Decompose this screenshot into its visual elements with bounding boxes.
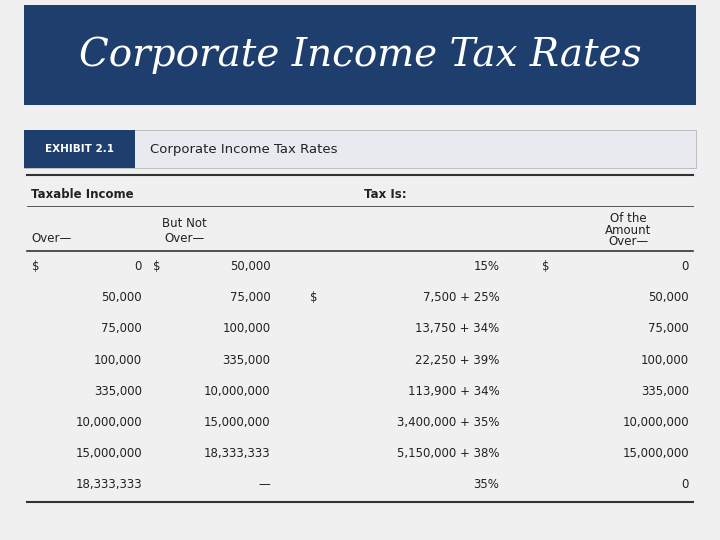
Text: 113,900 + 34%: 113,900 + 34% bbox=[408, 384, 500, 398]
Text: EXHIBIT 2.1: EXHIBIT 2.1 bbox=[45, 144, 114, 154]
Text: 75,000: 75,000 bbox=[648, 322, 689, 335]
Text: Over—: Over— bbox=[31, 232, 71, 245]
Text: 0: 0 bbox=[135, 260, 142, 273]
Text: 75,000: 75,000 bbox=[230, 292, 271, 305]
Text: 22,250 + 39%: 22,250 + 39% bbox=[415, 354, 500, 367]
Text: 0: 0 bbox=[682, 260, 689, 273]
Text: 13,750 + 34%: 13,750 + 34% bbox=[415, 322, 500, 335]
Text: 5,150,000 + 38%: 5,150,000 + 38% bbox=[397, 447, 500, 460]
Text: $: $ bbox=[542, 260, 550, 273]
Text: 18,333,333: 18,333,333 bbox=[204, 447, 271, 460]
FancyBboxPatch shape bbox=[24, 130, 135, 168]
FancyBboxPatch shape bbox=[24, 5, 696, 105]
Text: $: $ bbox=[310, 292, 318, 305]
Text: 50,000: 50,000 bbox=[230, 260, 271, 273]
Text: 50,000: 50,000 bbox=[102, 292, 142, 305]
Text: 3,400,000 + 35%: 3,400,000 + 35% bbox=[397, 416, 500, 429]
Text: $: $ bbox=[32, 260, 40, 273]
Text: Corporate Income Tax Rates: Corporate Income Tax Rates bbox=[78, 37, 642, 74]
Text: Taxable Income: Taxable Income bbox=[31, 188, 133, 201]
Text: 35%: 35% bbox=[474, 478, 500, 491]
Text: 15%: 15% bbox=[474, 260, 500, 273]
Text: Over—: Over— bbox=[165, 232, 205, 245]
Text: 10,000,000: 10,000,000 bbox=[623, 416, 689, 429]
Text: 335,000: 335,000 bbox=[94, 384, 142, 398]
Text: 7,500 + 25%: 7,500 + 25% bbox=[423, 292, 500, 305]
Text: 50,000: 50,000 bbox=[649, 292, 689, 305]
Text: 15,000,000: 15,000,000 bbox=[623, 447, 689, 460]
Text: 335,000: 335,000 bbox=[222, 354, 271, 367]
Text: 10,000,000: 10,000,000 bbox=[75, 416, 142, 429]
FancyBboxPatch shape bbox=[24, 130, 696, 168]
Text: 15,000,000: 15,000,000 bbox=[204, 416, 271, 429]
Text: Of the: Of the bbox=[610, 212, 647, 225]
Text: —: — bbox=[258, 478, 271, 491]
Text: Corporate Income Tax Rates: Corporate Income Tax Rates bbox=[150, 143, 338, 156]
Text: 100,000: 100,000 bbox=[222, 322, 271, 335]
Text: 0: 0 bbox=[682, 478, 689, 491]
Text: Tax Is:: Tax Is: bbox=[364, 188, 406, 201]
Text: $: $ bbox=[153, 260, 160, 273]
Text: 75,000: 75,000 bbox=[101, 322, 142, 335]
Text: 10,000,000: 10,000,000 bbox=[204, 384, 271, 398]
Text: Over—: Over— bbox=[608, 235, 649, 248]
Text: 18,333,333: 18,333,333 bbox=[75, 478, 142, 491]
Text: But Not: But Not bbox=[162, 217, 207, 230]
Text: 15,000,000: 15,000,000 bbox=[75, 447, 142, 460]
Text: 335,000: 335,000 bbox=[641, 384, 689, 398]
Text: 100,000: 100,000 bbox=[641, 354, 689, 367]
Text: Amount: Amount bbox=[605, 224, 652, 237]
Text: 100,000: 100,000 bbox=[94, 354, 142, 367]
